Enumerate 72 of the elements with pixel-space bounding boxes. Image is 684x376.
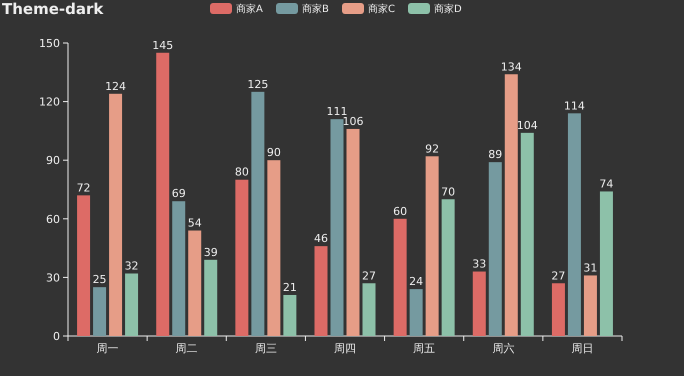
data-label: 104 <box>516 118 538 132</box>
data-label: 134 <box>500 60 522 74</box>
bar <box>568 113 581 336</box>
x-tick-label: 周五 <box>413 342 436 355</box>
bar <box>552 283 565 336</box>
data-label: 72 <box>76 181 91 194</box>
bar <box>235 180 248 336</box>
bar <box>283 294 296 336</box>
bar <box>204 260 218 336</box>
data-label: 69 <box>172 187 186 200</box>
y-tick-label: 0 <box>53 330 60 343</box>
y-tick-label: 30 <box>46 271 60 284</box>
data-label: 24 <box>409 275 424 288</box>
legend-label: 商家C <box>368 3 395 15</box>
bar <box>77 195 90 336</box>
data-label: 60 <box>393 204 408 218</box>
data-label: 92 <box>425 142 440 156</box>
data-label: 90 <box>266 146 281 160</box>
bar <box>394 218 407 336</box>
bar <box>472 272 486 336</box>
data-label: 124 <box>105 80 126 93</box>
bar <box>93 287 106 336</box>
bar <box>488 162 502 336</box>
data-label: 125 <box>247 78 268 91</box>
bar <box>362 283 376 336</box>
data-label: 145 <box>152 38 174 52</box>
y-tick-label: 60 <box>46 212 60 226</box>
x-tick-label: 周三 <box>254 342 277 355</box>
legend-label: 商家D <box>434 3 462 15</box>
data-label: 70 <box>441 185 456 198</box>
bar <box>584 275 597 336</box>
y-tick-label: 150 <box>39 37 60 50</box>
bar <box>109 94 122 336</box>
data-label: 39 <box>204 246 218 259</box>
x-tick-label: 周二 <box>176 342 198 355</box>
data-label: 54 <box>188 216 202 230</box>
legend-label: 商家A <box>236 3 263 15</box>
bar <box>314 246 328 336</box>
x-tick-label: 周日 <box>571 342 594 355</box>
bar <box>426 156 439 336</box>
data-label: 33 <box>472 258 486 271</box>
bar <box>410 289 423 336</box>
bar <box>156 52 170 336</box>
data-label: 74 <box>599 177 614 190</box>
data-label: 27 <box>551 269 566 282</box>
bar <box>251 92 264 336</box>
data-label: 80 <box>234 166 249 179</box>
bar <box>504 74 518 336</box>
bar <box>520 132 534 336</box>
bar <box>172 201 186 336</box>
data-label: 114 <box>564 99 585 112</box>
data-label: 32 <box>124 259 139 272</box>
data-label: 25 <box>92 273 107 286</box>
bar <box>346 128 360 336</box>
bar <box>442 199 455 336</box>
bar <box>600 191 613 336</box>
chart-title: Theme-dark <box>2 0 104 18</box>
y-tick-label: 120 <box>39 96 60 109</box>
data-label: 31 <box>583 261 598 274</box>
x-tick-label: 周六 <box>492 342 514 355</box>
x-tick-label: 周四 <box>334 342 356 355</box>
bar <box>188 230 202 336</box>
bar <box>125 273 138 336</box>
data-label: 21 <box>282 280 297 294</box>
bar <box>330 119 344 336</box>
data-label: 27 <box>362 269 376 282</box>
data-label: 46 <box>314 232 328 246</box>
y-tick-label: 90 <box>46 154 60 168</box>
data-label: 89 <box>488 148 502 162</box>
x-tick-label: 周一 <box>96 342 119 355</box>
legend-label: 商家B <box>302 3 329 15</box>
bar <box>267 160 280 336</box>
